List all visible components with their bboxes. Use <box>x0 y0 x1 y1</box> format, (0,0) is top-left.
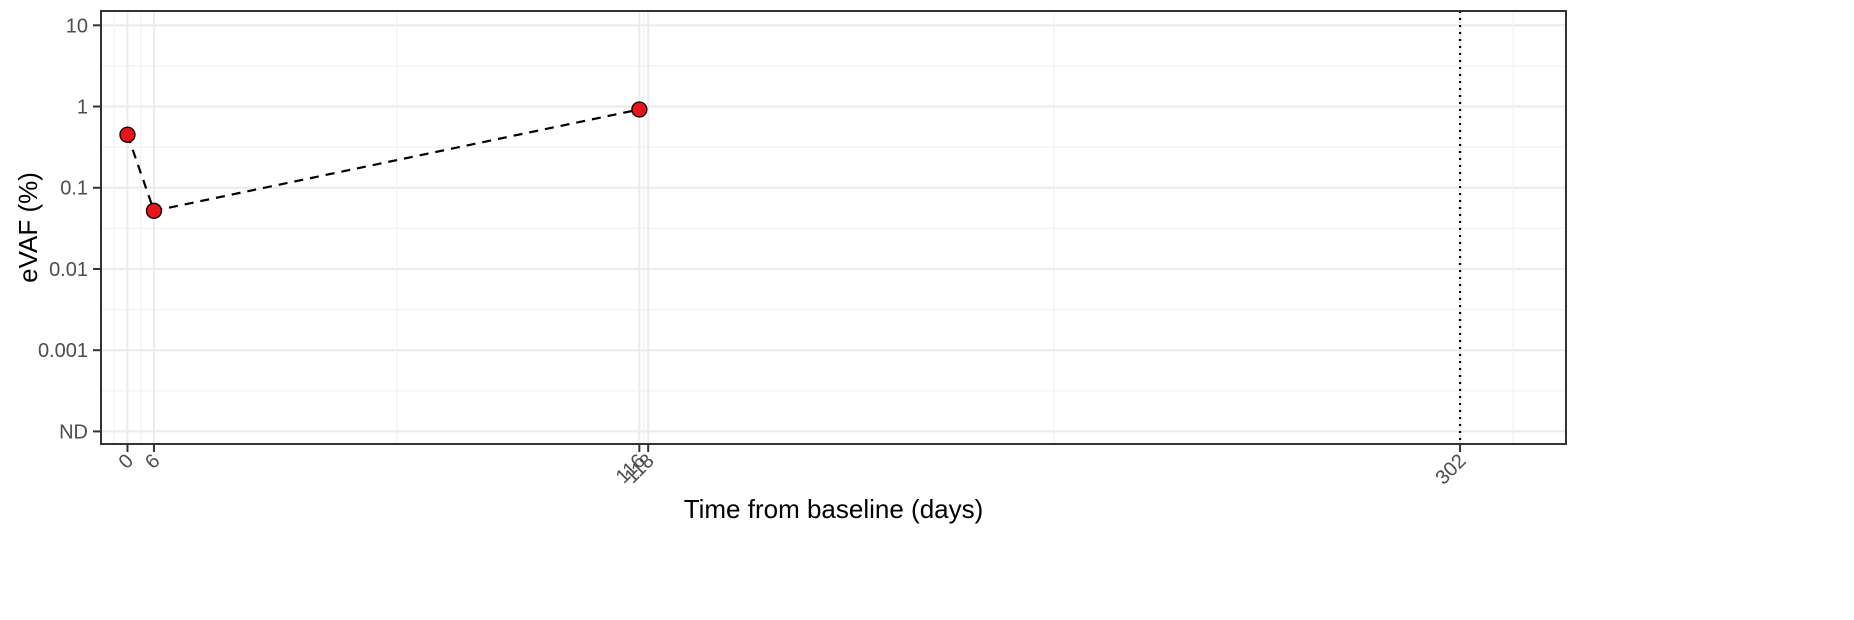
y-tick-label: 1 <box>77 97 88 119</box>
y-axis-title: eVAF (%) <box>13 172 43 283</box>
series-line <box>126 108 640 213</box>
y-tick-label: 0.1 <box>60 178 88 200</box>
x-tick-label: 6 <box>141 450 164 473</box>
series-points-group <box>119 101 648 219</box>
y-tick-label: ND <box>59 421 88 443</box>
panel-border <box>100 10 1567 445</box>
x-tick-label: 302 <box>1431 450 1470 489</box>
y-axis: 10 1 0.1 0.01 0.001 ND <box>38 15 101 443</box>
data-point <box>119 126 136 143</box>
x-tick-label: 0 <box>115 450 138 473</box>
data-point <box>145 202 163 219</box>
y-tick-label: 0.01 <box>49 259 88 281</box>
series-line-group <box>126 108 640 213</box>
y-tick-label: 0.001 <box>38 340 88 362</box>
data-point <box>631 101 648 118</box>
x-axis-title: Time from baseline (days) <box>684 494 984 524</box>
grid <box>101 11 1566 444</box>
y-tick-label: 10 <box>66 15 88 37</box>
